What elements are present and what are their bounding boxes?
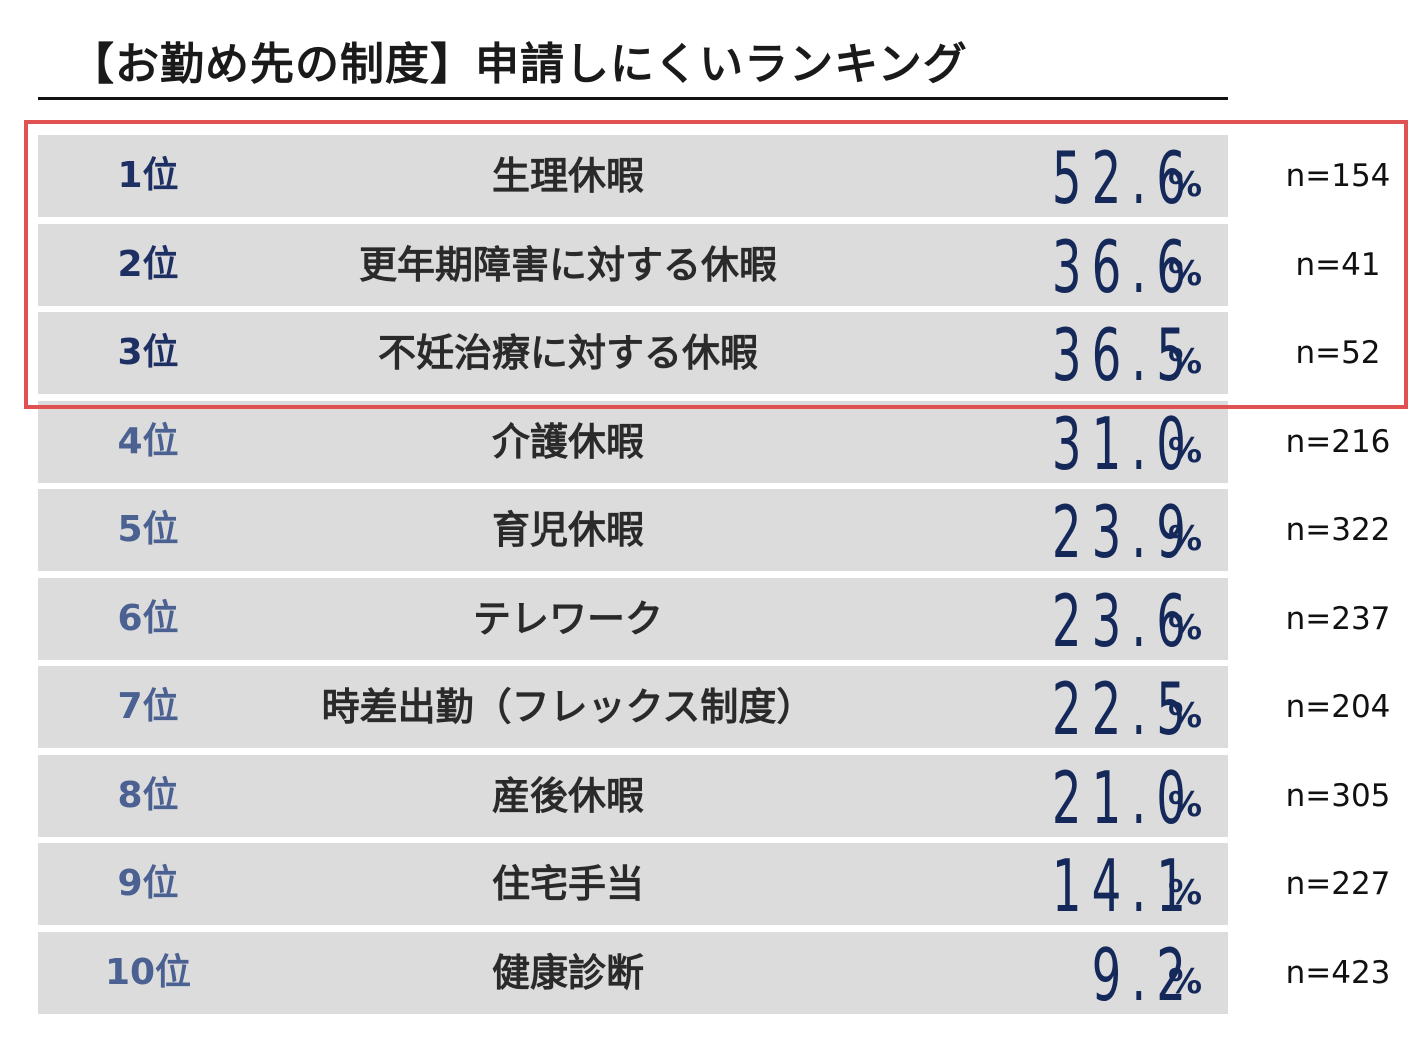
table-row: 3位 不妊治療に対する休暇 36.5% n=52 [38, 312, 1388, 397]
value-label: 14.1 [1051, 844, 1196, 928]
percent-unit: % [1168, 165, 1203, 205]
table-row: 4位 介護休暇 31.0% n=216 [38, 401, 1390, 486]
percent-unit: % [1168, 608, 1203, 648]
rank-label: 10位 [104, 952, 192, 993]
item-label: 住宅手当 [491, 862, 644, 906]
percent-unit: % [1168, 342, 1203, 382]
sample-size-label: n=41 [1295, 247, 1381, 283]
item-label: 更年期障害に対する休暇 [358, 243, 777, 287]
table-row: 8位 産後休暇 21.0% n=305 [38, 755, 1390, 840]
row-background [38, 135, 1228, 217]
item-label: 育児休暇 [491, 508, 644, 552]
rank-label: 6位 [117, 598, 179, 639]
percent-unit: % [1168, 431, 1203, 471]
sample-size-label: n=227 [1285, 866, 1391, 902]
percent-unit: % [1168, 785, 1203, 825]
table-row: 9位 住宅手当 14.1% n=227 [38, 843, 1390, 928]
value-label: 36.6 [1051, 225, 1196, 309]
rank-label: 8位 [117, 775, 179, 816]
top3-highlight-frame [24, 120, 1408, 409]
table-row: 5位 育児休暇 23.9% n=322 [38, 489, 1390, 574]
row-background [38, 489, 1228, 571]
table-row: 2位 更年期障害に対する休暇 36.6% n=41 [38, 224, 1388, 309]
row-background [38, 932, 1228, 1014]
percent-unit: % [1168, 519, 1203, 559]
table-row: 10位 健康診断 9.2% n=423 [38, 932, 1390, 1017]
sample-size-label: n=305 [1285, 778, 1391, 814]
sample-size-label: n=216 [1285, 424, 1391, 460]
value-label: 52.6 [1051, 136, 1196, 220]
value-label: 23.6 [1051, 579, 1196, 663]
percent-unit: % [1168, 696, 1203, 736]
rank-label: 1位 [117, 155, 179, 196]
item-label: 健康診断 [491, 951, 644, 995]
rank-label: 9位 [117, 863, 179, 904]
item-label: 時差出勤（フレックス制度） [321, 685, 815, 729]
row-background [38, 843, 1228, 925]
rank-label: 4位 [117, 421, 179, 462]
table-row: 1位 生理休暇 52.6% n=154 [38, 135, 1390, 220]
value-label: 21.0 [1051, 756, 1196, 840]
percent-unit: % [1168, 962, 1203, 1002]
page-title: 【お勤め先の制度】申請しにくいランキング [70, 39, 968, 90]
row-background [38, 312, 1228, 394]
sample-size-label: n=237 [1285, 601, 1391, 637]
title-underline [38, 97, 1228, 100]
row-background [38, 578, 1228, 660]
sample-size-label: n=423 [1285, 955, 1391, 991]
row-background [38, 755, 1228, 837]
item-label: テレワーク [472, 597, 663, 641]
rank-label: 2位 [117, 244, 179, 285]
rank-label: 5位 [117, 509, 179, 550]
value-label: 31.0 [1051, 402, 1196, 486]
value-label: 36.5 [1051, 313, 1196, 397]
value-label: 22.5 [1051, 667, 1196, 751]
row-background [38, 224, 1228, 306]
percent-unit: % [1168, 254, 1203, 294]
row-background [38, 666, 1228, 748]
table-row: 6位 テレワーク 23.6% n=237 [38, 578, 1390, 663]
rank-label: 7位 [117, 686, 179, 727]
sample-size-label: n=154 [1285, 158, 1391, 194]
value-label: 9.2 [1091, 933, 1196, 1017]
table-row: 7位 時差出勤（フレックス制度） 22.5% n=204 [38, 666, 1390, 751]
item-label: 不妊治療に対する休暇 [377, 331, 758, 375]
sample-size-label: n=204 [1285, 689, 1391, 725]
value-label: 23.9 [1051, 490, 1196, 574]
rank-label: 3位 [117, 332, 179, 373]
item-label: 産後休暇 [491, 774, 644, 818]
item-label: 生理休暇 [491, 154, 644, 198]
item-label: 介護休暇 [491, 420, 644, 464]
sample-size-label: n=322 [1285, 512, 1391, 548]
sample-size-label: n=52 [1295, 335, 1381, 371]
percent-unit: % [1168, 873, 1203, 913]
row-background [38, 401, 1228, 483]
